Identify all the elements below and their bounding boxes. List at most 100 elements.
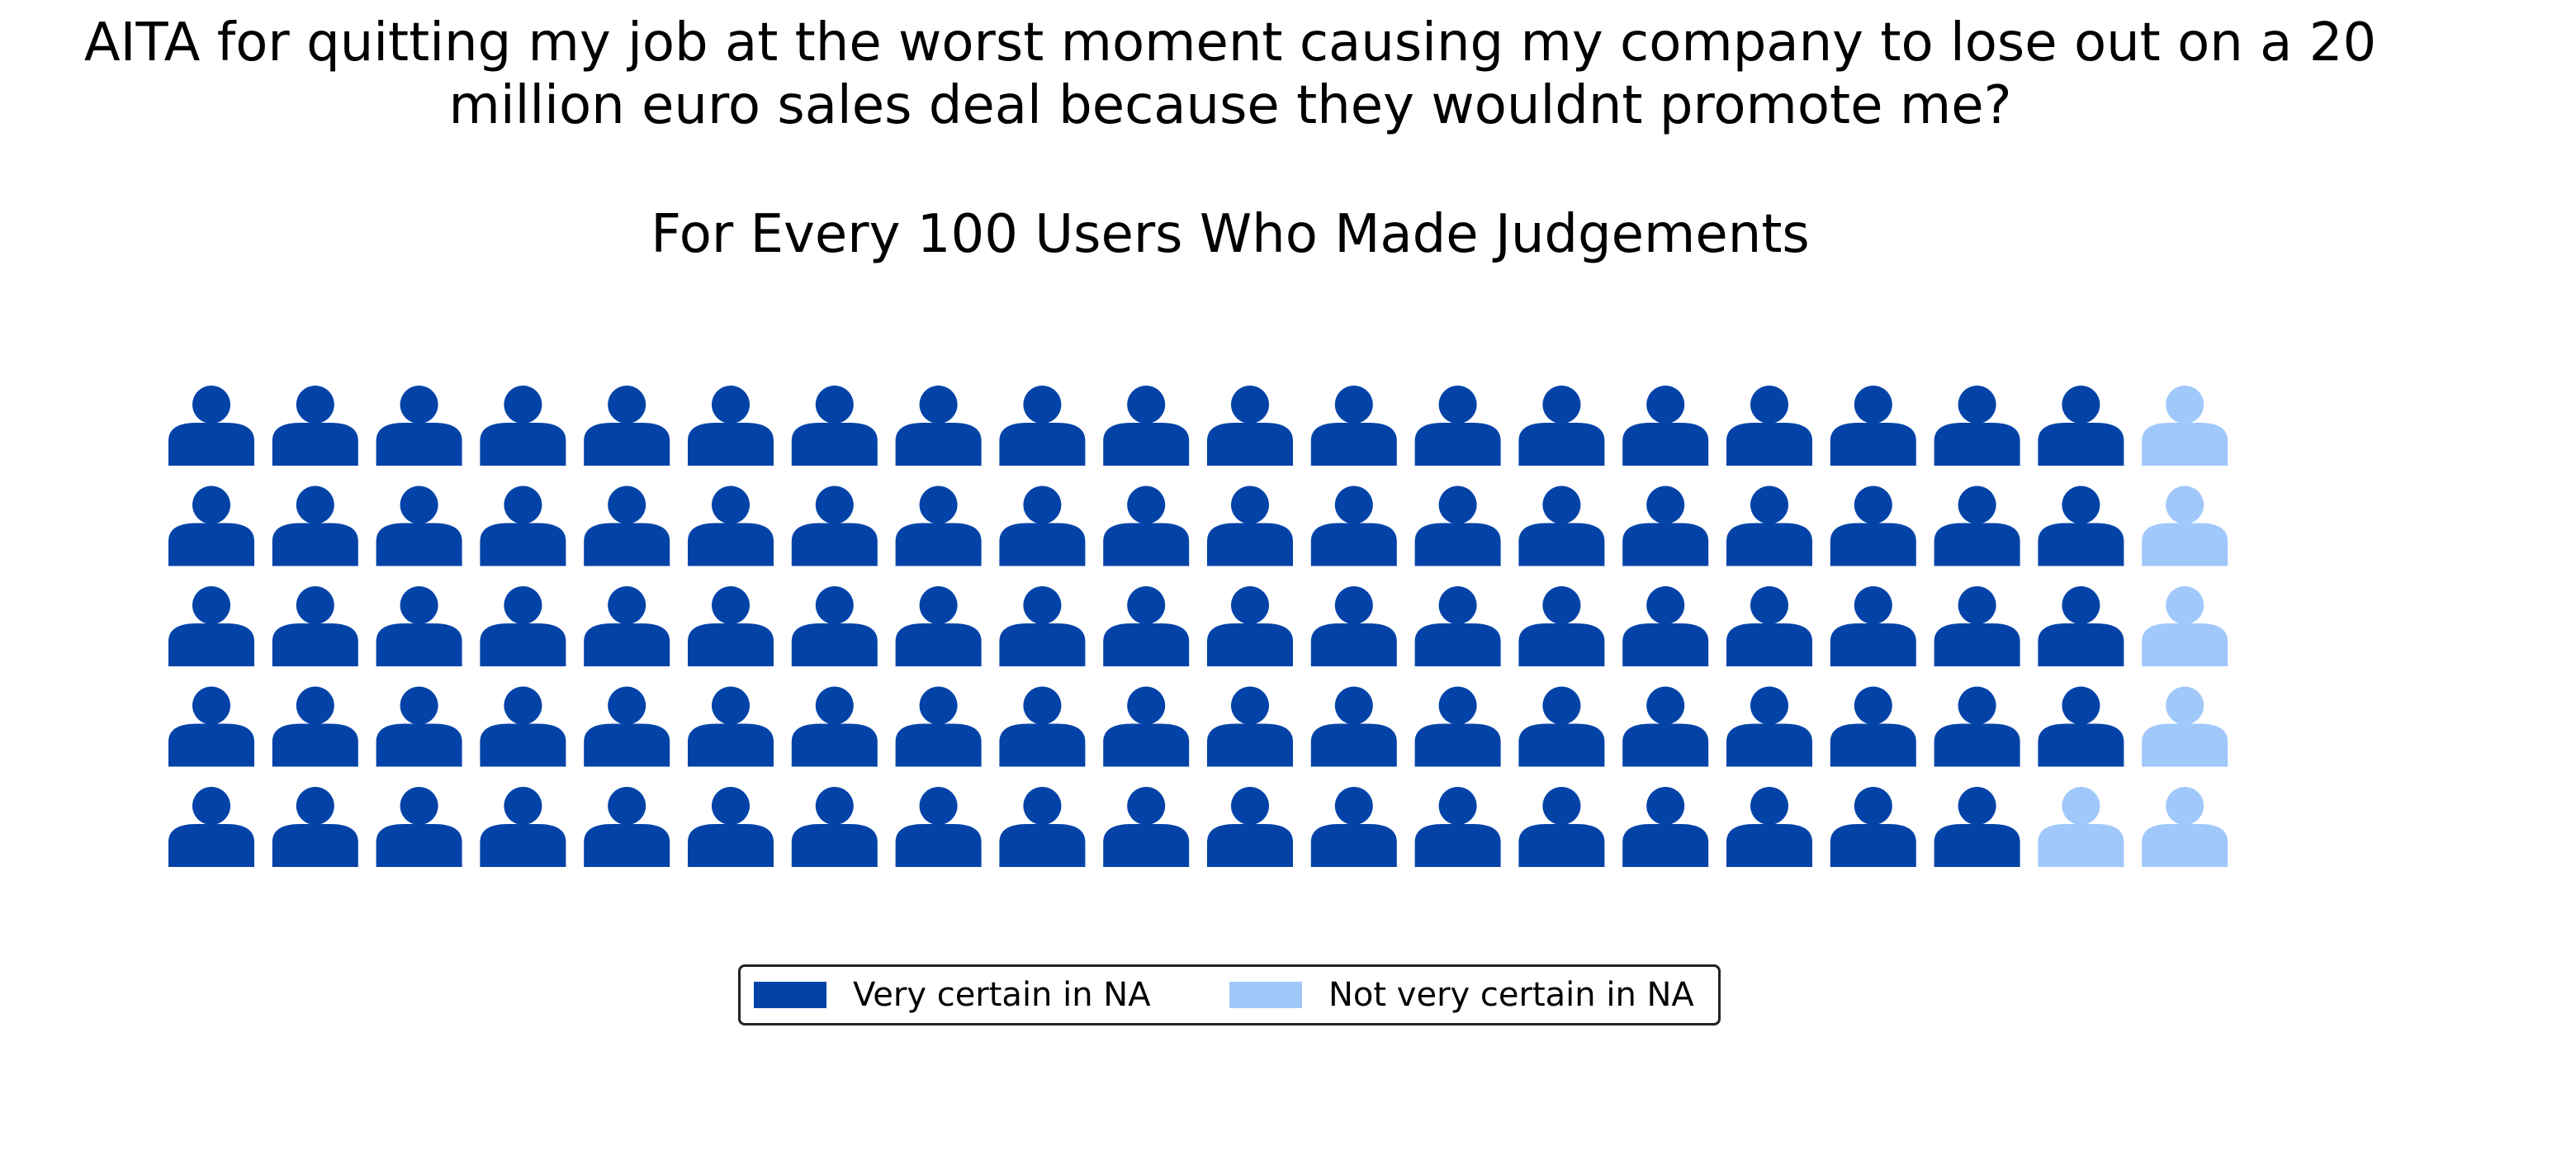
person-icon — [791, 486, 878, 566]
person-icon — [584, 386, 670, 466]
person-icon — [272, 787, 358, 867]
person-icon — [2142, 686, 2228, 767]
person-icon — [2142, 787, 2228, 867]
person-icon — [1726, 686, 1812, 767]
person-icon — [376, 686, 462, 767]
person-icon — [480, 686, 566, 767]
person-icon — [1103, 386, 1190, 466]
person-icon — [1414, 686, 1501, 767]
person-icon — [791, 386, 878, 466]
person-icon — [1518, 486, 1605, 566]
person-icon — [168, 486, 254, 566]
person-icon — [1414, 386, 1501, 466]
person-icon — [1830, 787, 1916, 867]
person-icon — [791, 686, 878, 767]
person-icon — [272, 486, 358, 566]
person-icon — [272, 686, 358, 767]
legend-item-not-very-certain: Not very certain in NA — [1229, 967, 1694, 1023]
person-icon — [999, 787, 1086, 867]
person-icon — [1726, 787, 1812, 867]
person-icon — [1414, 586, 1501, 666]
person-icon — [2142, 486, 2228, 566]
person-icon — [688, 486, 774, 566]
person-icon — [1622, 787, 1709, 867]
person-icon — [895, 686, 982, 767]
person-icon — [1310, 686, 1397, 767]
person-icon — [1518, 686, 1605, 767]
person-icon — [1726, 586, 1812, 666]
chart-title: AITA for quitting my job at the worst mo… — [83, 12, 2377, 136]
person-icon — [2142, 586, 2228, 666]
person-icon — [1310, 486, 1397, 566]
person-icon — [376, 486, 462, 566]
person-icon — [1207, 686, 1293, 767]
person-icon — [1103, 787, 1190, 867]
person-icon — [1622, 586, 1709, 666]
person-icon — [584, 486, 670, 566]
person-icon — [584, 586, 670, 666]
person-icon — [791, 787, 878, 867]
person-icon — [480, 787, 566, 867]
legend-label-very-certain: Very certain in NA — [853, 976, 1151, 1014]
person-icon — [688, 686, 774, 767]
person-icon — [1518, 386, 1605, 466]
person-icon — [2038, 586, 2124, 666]
person-icon — [791, 586, 878, 666]
person-icon — [2038, 486, 2124, 566]
legend-swatch-not-very-certain — [1229, 982, 1302, 1008]
person-icon — [1830, 586, 1916, 666]
person-icon — [1726, 486, 1812, 566]
person-icon — [168, 386, 254, 466]
person-icon — [1518, 787, 1605, 867]
person-icon — [2142, 386, 2228, 466]
person-icon — [1310, 787, 1397, 867]
person-icon — [1414, 486, 1501, 566]
person-icon — [376, 586, 462, 666]
person-icon — [1934, 386, 2020, 466]
person-icon — [1207, 787, 1293, 867]
person-icon — [895, 586, 982, 666]
person-icon — [1414, 787, 1501, 867]
person-icon — [1934, 586, 2020, 666]
person-icon — [1622, 486, 1709, 566]
person-icon — [688, 386, 774, 466]
person-icon — [1310, 386, 1397, 466]
person-icon — [1934, 686, 2020, 767]
legend-item-very-certain: Very certain in NA — [754, 967, 1151, 1023]
person-icon — [480, 586, 566, 666]
person-icon — [688, 787, 774, 867]
person-icon — [999, 486, 1086, 566]
person-icon — [584, 787, 670, 867]
person-icon — [272, 586, 358, 666]
person-icon — [999, 586, 1086, 666]
person-icon — [1310, 586, 1397, 666]
person-icon — [376, 787, 462, 867]
person-icon — [2038, 787, 2124, 867]
person-icon — [168, 787, 254, 867]
person-icon — [1726, 386, 1812, 466]
person-icon — [480, 386, 566, 466]
chart-subtitle: For Every 100 Users Who Made Judgements — [651, 204, 1810, 265]
person-icon — [1103, 586, 1190, 666]
person-icon — [1207, 486, 1293, 566]
person-icon — [1934, 787, 2020, 867]
legend: Very certain in NA Not very certain in N… — [738, 964, 1721, 1025]
person-icon — [1103, 686, 1190, 767]
person-icon — [376, 386, 462, 466]
person-icon — [480, 486, 566, 566]
person-icon — [1934, 486, 2020, 566]
person-icon — [895, 386, 982, 466]
person-icon — [1622, 386, 1709, 466]
person-icon — [1830, 386, 1916, 466]
legend-label-not-very-certain: Not very certain in NA — [1328, 976, 1694, 1014]
person-icon — [1830, 486, 1916, 566]
person-icon — [168, 586, 254, 666]
person-icon — [999, 386, 1086, 466]
person-icon — [895, 787, 982, 867]
person-icon — [2038, 686, 2124, 767]
person-icon — [2038, 386, 2124, 466]
person-icon — [168, 686, 254, 767]
person-icon — [584, 686, 670, 767]
person-icon — [272, 386, 358, 466]
